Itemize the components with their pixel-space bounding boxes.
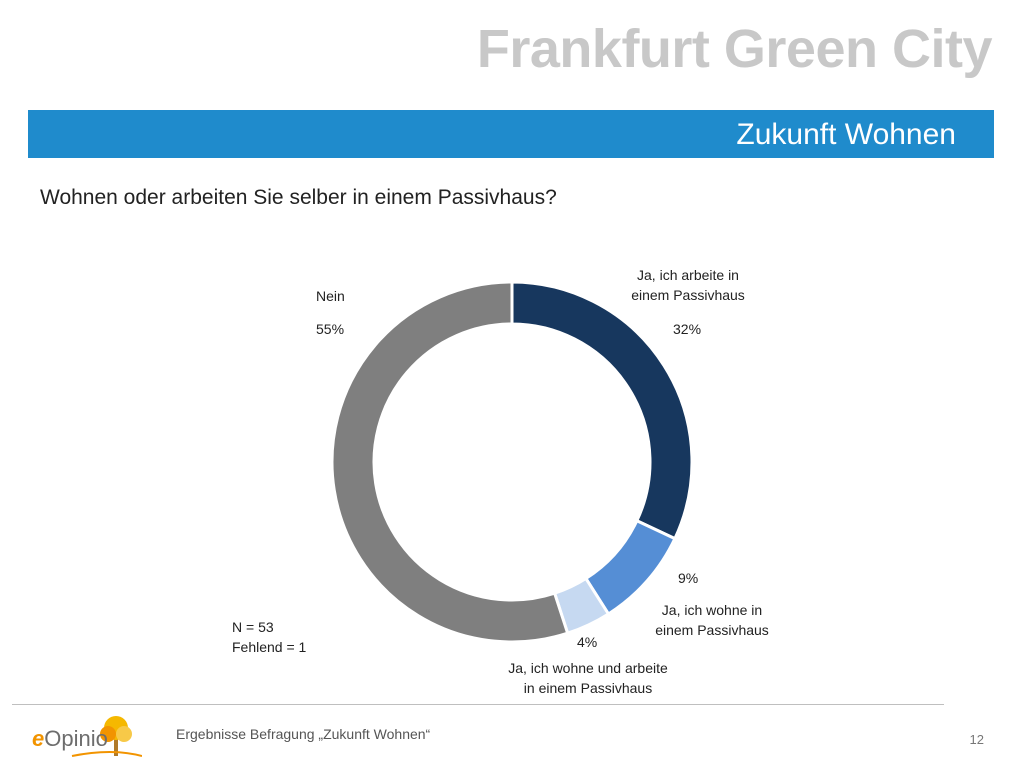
slice-label-work-line1: Ja, ich arbeite in bbox=[637, 267, 739, 283]
tree-icon bbox=[71, 716, 142, 757]
donut-slice-work bbox=[510, 280, 694, 541]
sample-note: N = 53 Fehlend = 1 bbox=[232, 617, 306, 657]
section-header-bar: Zukunft Wohnen bbox=[28, 110, 994, 158]
slice-value-both: 4% bbox=[577, 634, 598, 650]
slice-label-both: Ja, ich wohne und arbeite in einem Passi… bbox=[478, 658, 698, 698]
slice-label-work: Ja, ich arbeite in einem Passivhaus bbox=[606, 265, 770, 305]
question-text: Wohnen oder arbeiten Sie selber in einem… bbox=[40, 186, 557, 209]
missing-count: Fehlend = 1 bbox=[232, 639, 307, 655]
slice-label-work-line2: einem Passivhaus bbox=[631, 287, 745, 303]
eopinio-logo: eOpinio bbox=[32, 712, 142, 762]
slice-label-both-line1: Ja, ich wohne und arbeite bbox=[508, 660, 668, 676]
footer-divider bbox=[12, 704, 944, 705]
logo-opinio: Opinio bbox=[44, 726, 108, 751]
footer-text: Ergebnisse Befragung „Zukunft Wohnen“ bbox=[176, 726, 431, 742]
slice-label-no: Nein bbox=[316, 288, 345, 304]
slice-value-no: 55% bbox=[316, 321, 345, 337]
slice-label-live: Ja, ich wohne in einem Passivhaus bbox=[632, 600, 792, 640]
logo-wordmark: eOpinio bbox=[32, 728, 108, 750]
brand-title: Frankfurt Green City bbox=[476, 19, 993, 79]
slice-label-live-line1: Ja, ich wohne in bbox=[661, 602, 763, 618]
slice-label-live-line2: einem Passivhaus bbox=[655, 622, 769, 638]
slice-value-live: 9% bbox=[678, 570, 699, 586]
page-number: 12 bbox=[969, 732, 984, 747]
sample-size: N = 53 bbox=[232, 619, 274, 635]
logo-e: e bbox=[32, 726, 45, 751]
slice-label-both-line2: in einem Passivhaus bbox=[523, 680, 653, 696]
slice-value-work: 32% bbox=[673, 321, 702, 337]
donut-slice-no bbox=[330, 280, 570, 644]
section-title: Zukunft Wohnen bbox=[736, 118, 956, 151]
